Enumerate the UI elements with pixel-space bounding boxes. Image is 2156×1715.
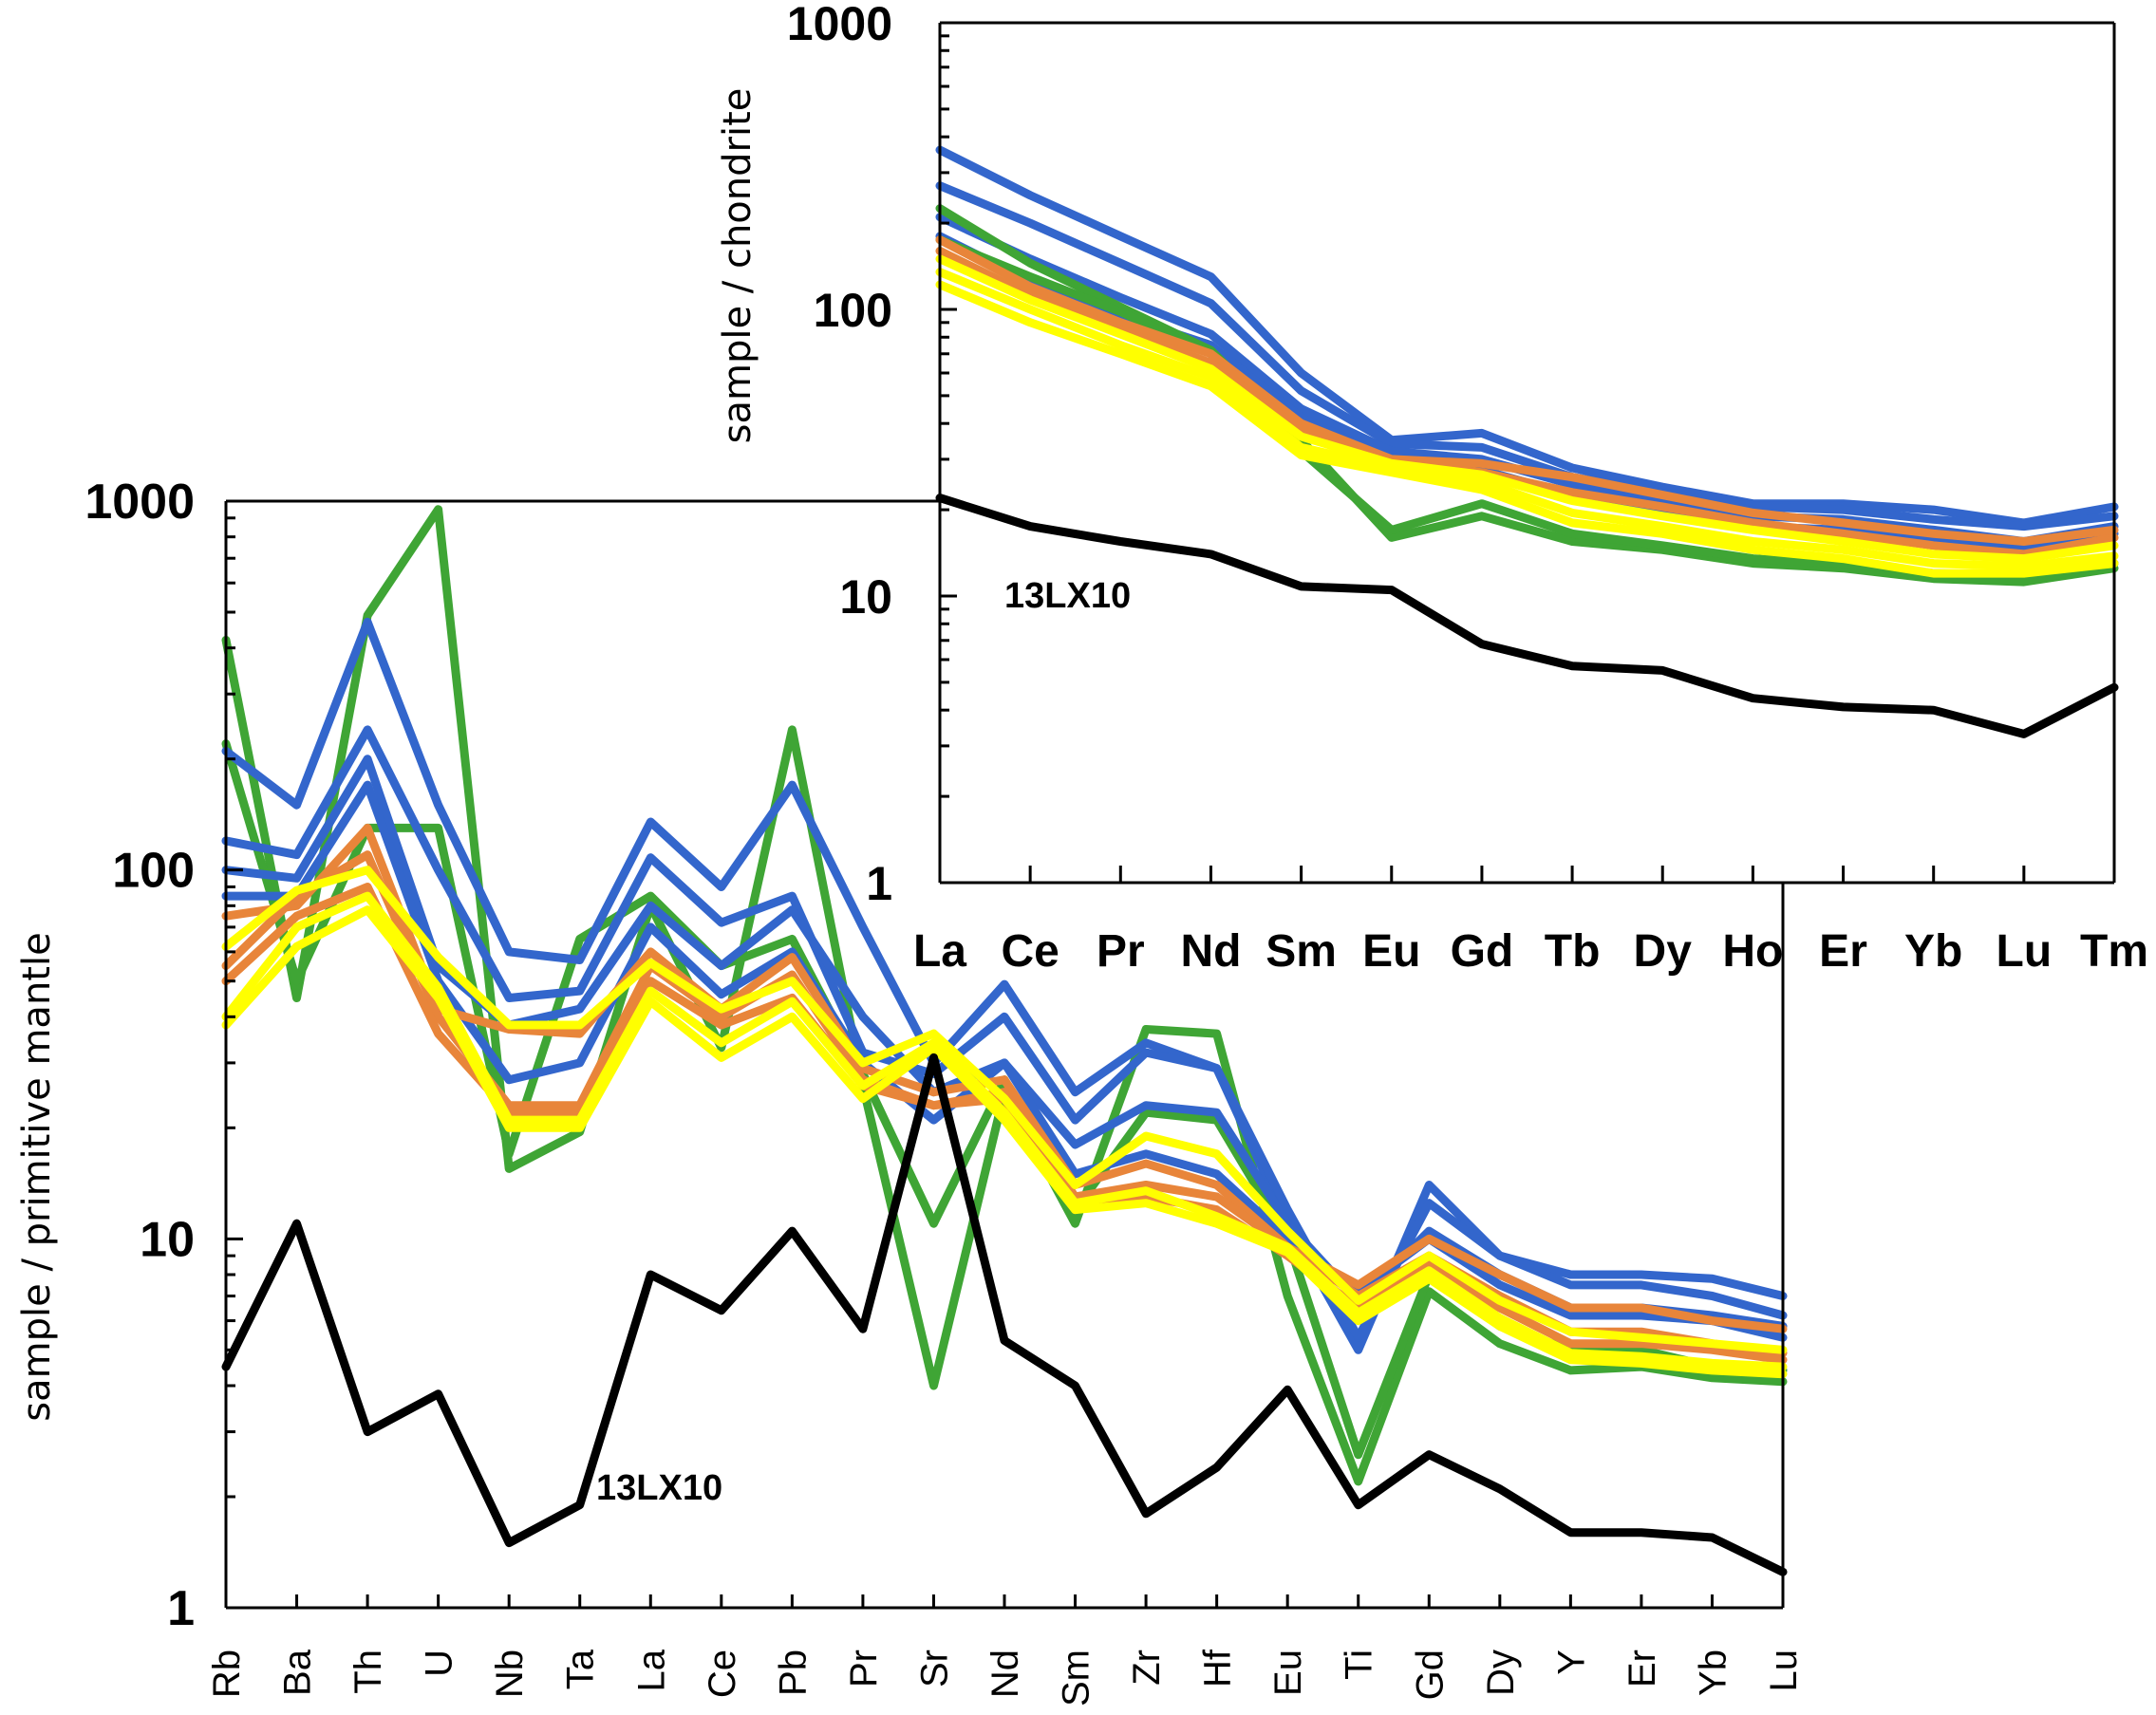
pm-series-black-13 bbox=[221, 1053, 1788, 1576]
pm-series-blue-6 bbox=[221, 780, 1788, 1342]
chondrite-series-group bbox=[935, 145, 2119, 738]
pm-x-tick-label-yb: Yb bbox=[1692, 1650, 1734, 1696]
chondrite-chart: 1 10 100 1000 La Ce Pr Nd Sm Eu Gd Tb Dy Ho Er Yb Lu Tm 1… bbox=[716, 0, 2148, 977]
chon-x-tick-label-nd: Nd bbox=[1180, 926, 1241, 977]
pm-x-tick-label-zr: Zr bbox=[1126, 1650, 1168, 1686]
chon-x-tick-label-gd: Gd bbox=[1451, 926, 1514, 977]
chon-x-tick-label-ce: Ce bbox=[1001, 926, 1059, 977]
pm-y-tick-label: 10 bbox=[140, 1212, 195, 1267]
chon-x-tick-label-eu: Eu bbox=[1362, 926, 1420, 977]
chon-x-tick-label-la: La bbox=[913, 926, 966, 977]
chon-x-tick-label-pr: Pr bbox=[1097, 926, 1145, 977]
pm-x-tick-label-sm: Sm bbox=[1056, 1650, 1097, 1706]
primitive-mantle-y-axis-label: sample / primitive mantle bbox=[15, 932, 59, 1421]
pm-x-tick-label-lu: Lu bbox=[1763, 1650, 1805, 1692]
pm-x-tick-label-hf: Hf bbox=[1197, 1649, 1239, 1687]
pm-y-tick-label: 1 bbox=[167, 1581, 195, 1636]
pm-series-blue-4 bbox=[221, 725, 1788, 1342]
pm-x-tick-label-eu: Eu bbox=[1267, 1650, 1309, 1696]
pm-x-tick-label-nb: Nb bbox=[489, 1650, 531, 1698]
chon-x-tick-label-sm: Sm bbox=[1265, 926, 1337, 977]
chon-x-tick-label-tm: Tm bbox=[2080, 926, 2148, 977]
chon-series-yellow-9 bbox=[935, 254, 2119, 564]
chon-series-blue-1 bbox=[935, 145, 2119, 528]
chon-x-tick-label-tb: Tb bbox=[1545, 926, 1601, 977]
primitive-mantle-axes: 1 10 100 1000 Rb Ba Th U Nb Ta La Ce Pb Pr Sr Nd Sm Zr Hf E… bbox=[84, 475, 1805, 1706]
chon-series-blue-2 bbox=[935, 181, 2119, 531]
chon-series-orange-7 bbox=[935, 235, 2119, 546]
pm-series-orange-7 bbox=[221, 823, 1788, 1333]
pm-x-tick-label-la: La bbox=[630, 1649, 672, 1691]
pm-x-tick-label-pr: Pr bbox=[843, 1650, 885, 1687]
primitive-mantle-series-group bbox=[221, 505, 1788, 1576]
pm-series-yellow-12 bbox=[221, 905, 1788, 1379]
primitive-mantle-annotation-13lx10: 13LX10 bbox=[596, 1468, 722, 1508]
chon-series-orange-8 bbox=[935, 246, 2119, 559]
pm-y-tick-label: 100 bbox=[112, 844, 195, 899]
chon-x-tick-label-dy: Dy bbox=[1634, 926, 1693, 977]
chondrite-y-axis-label: sample / chondrite bbox=[716, 88, 759, 444]
chon-series-yellow-11 bbox=[935, 280, 2119, 578]
chon-x-tick-label-lu: Lu bbox=[1997, 926, 2053, 977]
pm-x-tick-label-nd: Nd bbox=[984, 1650, 1026, 1698]
pm-x-tick-label-u: U bbox=[419, 1650, 460, 1677]
chon-y-tick-label: 1 bbox=[866, 857, 892, 910]
chondrite-annotation-13lx10: 13LX10 bbox=[1004, 576, 1131, 616]
pm-x-tick-label-er: Er bbox=[1622, 1650, 1663, 1687]
pm-x-tick-label-ce: Ce bbox=[702, 1650, 743, 1698]
chon-x-tick-label-ho: Ho bbox=[1722, 926, 1783, 977]
chon-series-yellow-10 bbox=[935, 268, 2119, 571]
chon-x-tick-label-er: Er bbox=[1819, 926, 1867, 977]
pm-y-tick-label: 1000 bbox=[84, 475, 195, 530]
chon-x-tick-label-yb: Yb bbox=[1904, 926, 1962, 977]
pm-series-yellow-10 bbox=[221, 866, 1788, 1354]
pm-x-tick-label-dy: Dy bbox=[1480, 1650, 1522, 1696]
pm-x-tick-label-ti: Ti bbox=[1339, 1650, 1380, 1680]
pm-x-tick-label-sr: Sr bbox=[913, 1650, 955, 1687]
chon-series-black-12 bbox=[935, 494, 2119, 738]
chon-y-tick-label: 1000 bbox=[787, 0, 892, 50]
pm-x-tick-label-pb: Pb bbox=[772, 1650, 814, 1696]
chon-y-tick-label: 10 bbox=[839, 570, 892, 624]
pm-x-tick-label-rb: Rb bbox=[206, 1650, 248, 1698]
pm-x-tick-label-gd: Gd bbox=[1409, 1650, 1451, 1700]
chondrite-axes: 1 10 100 1000 La Ce Pr Nd Sm Eu Gd Tb Dy Ho Er Yb Lu Tm bbox=[787, 0, 2148, 977]
pm-x-tick-label-y: Y bbox=[1550, 1650, 1592, 1675]
primitive-mantle-chart: 1 10 100 1000 Rb Ba Th U Nb Ta La Ce Pb Pr Sr Nd Sm Zr Hf E… bbox=[15, 475, 1805, 1706]
pm-x-tick-label-ba: Ba bbox=[277, 1649, 319, 1696]
chon-y-tick-label: 100 bbox=[814, 284, 892, 337]
pm-x-tick-label-ta: Ta bbox=[560, 1649, 602, 1689]
pm-x-tick-label-th: Th bbox=[347, 1650, 389, 1694]
